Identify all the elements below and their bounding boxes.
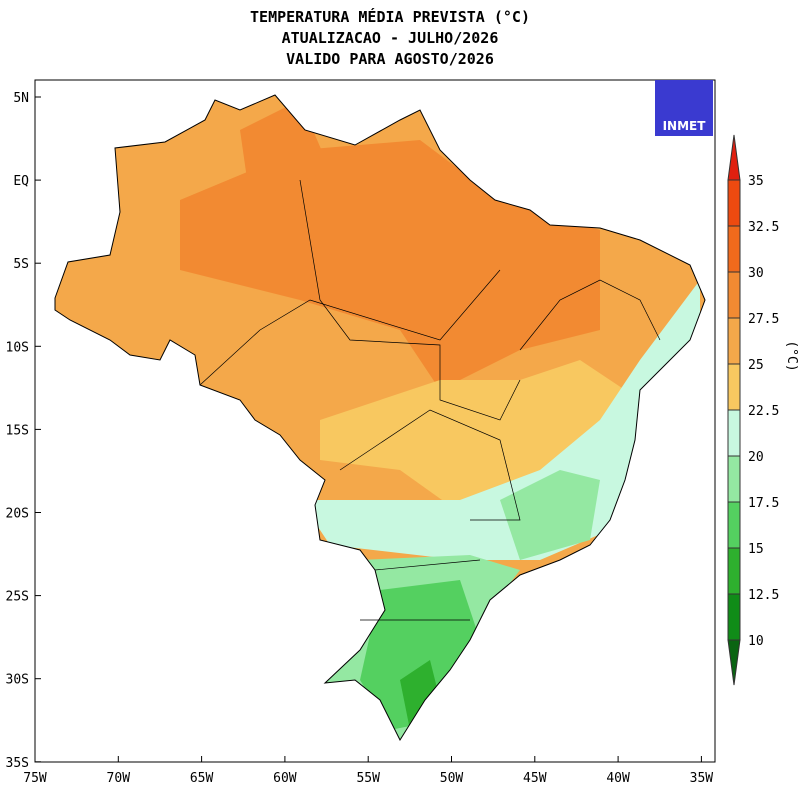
lon-label: 50W xyxy=(440,771,464,786)
colorbar-band xyxy=(727,134,741,181)
title-line: VALIDO PARA AGOSTO/2026 xyxy=(286,50,494,68)
colorbar-band xyxy=(727,363,741,411)
lon-label: 55W xyxy=(356,771,380,786)
colorbar-label: 35 xyxy=(748,174,764,189)
lat-label: 25S xyxy=(6,590,29,605)
lat-label: 15S xyxy=(6,423,29,438)
lon-label: 35W xyxy=(690,771,714,786)
lon-label: 70W xyxy=(107,771,131,786)
colorbar-label: 25 xyxy=(748,358,764,373)
lat-label: 35S xyxy=(6,756,29,771)
title-line: ATUALIZACAO - JULHO/2026 xyxy=(282,29,499,47)
lon-label: 65W xyxy=(190,771,214,786)
colorbar-label: 17.5 xyxy=(748,496,779,511)
lat-label: 10S xyxy=(6,340,29,355)
colorbar-label: 20 xyxy=(748,450,764,465)
colorbar-band xyxy=(727,639,741,686)
lat-label: 30S xyxy=(6,673,29,688)
lat-label: 5N xyxy=(13,91,29,106)
logo xyxy=(655,80,713,136)
colorbar-label: 10 xyxy=(748,634,764,649)
colorbar-unit: (°C) xyxy=(784,340,799,371)
colorbar-label: 32.5 xyxy=(748,220,779,235)
colorbar-band xyxy=(727,409,741,457)
colorbar-band xyxy=(727,225,741,273)
colorbar-band xyxy=(727,501,741,549)
colorbar-band xyxy=(727,547,741,595)
lon-label: 75W xyxy=(23,771,47,786)
lon-label: 40W xyxy=(606,771,630,786)
state-borders xyxy=(199,179,661,621)
logo-text: INMET xyxy=(663,119,707,133)
colorbar-band xyxy=(727,455,741,503)
colorbar-band xyxy=(727,317,741,365)
title-line: TEMPERATURA MÉDIA PREVISTA (°C) xyxy=(250,7,530,26)
lat-label: 20S xyxy=(6,507,29,522)
colorbar-label: 30 xyxy=(748,266,764,281)
lat-label: 5S xyxy=(13,257,29,272)
colorbar-label: 22.5 xyxy=(748,404,779,419)
colorbar-label: 12.5 xyxy=(748,588,779,603)
lon-label: 60W xyxy=(273,771,297,786)
colorbar-band xyxy=(727,271,741,319)
lat-label: EQ xyxy=(13,174,29,189)
colorbar-band xyxy=(727,593,741,641)
colorbar-band xyxy=(727,179,741,227)
colorbar-label: 27.5 xyxy=(748,312,779,327)
colorbar-label: 15 xyxy=(748,542,764,557)
lon-label: 45W xyxy=(523,771,547,786)
